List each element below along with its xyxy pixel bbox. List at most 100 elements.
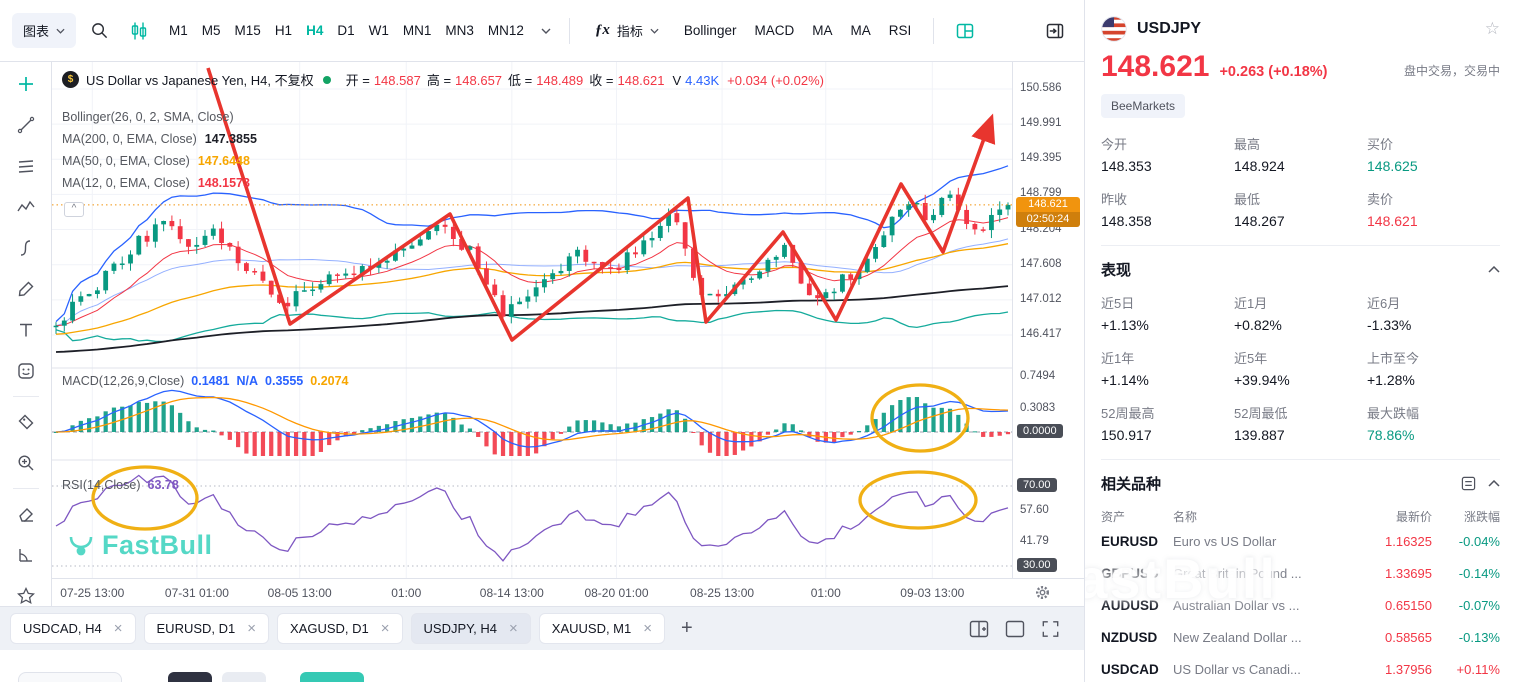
partial-button <box>168 672 212 682</box>
search-button[interactable] <box>82 14 116 48</box>
indicator-button-ma-2[interactable]: MA <box>812 23 833 38</box>
favorite-star-icon[interactable]: ☆ <box>1484 19 1500 38</box>
macd-legend-label: MACD(12,26,9,Close) <box>62 374 185 388</box>
pitchfork-tool[interactable] <box>15 238 37 258</box>
chart-tab-xagusd[interactable]: XAGUSD, D1 × <box>277 613 403 644</box>
tab-label: EURUSD, D1 <box>156 621 236 636</box>
time-axis-label: 07-31 01:00 <box>164 586 229 600</box>
indicator-button-rsi[interactable]: RSI <box>888 23 912 38</box>
favorites-tool[interactable] <box>15 586 37 606</box>
chart-tabs: USDCAD, H4 × EURUSD, D1 × XAGUSD, D1 × USDJPY,… <box>10 613 666 644</box>
tab-label: USDCAD, H4 <box>23 621 102 636</box>
legend-collapse-button[interactable]: ^ <box>64 202 84 217</box>
tab-close-icon[interactable]: × <box>643 619 653 637</box>
indicator-button-bollinger[interactable]: Bollinger <box>683 23 737 38</box>
chart-tab-eurusd[interactable]: EURUSD, D1 × <box>143 613 270 644</box>
performance-header: 表现 <box>1101 259 1500 280</box>
chart-settings-button[interactable] <box>1034 584 1051 601</box>
timeframe-mn3[interactable]: MN3 <box>445 23 474 38</box>
time-axis[interactable]: 07-25 13:00 07-31 01:00 08-05 13:00 01:00 08… <box>52 578 1084 606</box>
related-row-nzdusd[interactable]: NZDUSD New Zealand Dollar ... 0.58565 -0.13… <box>1101 629 1500 645</box>
chart-area[interactable]: $ US Dollar vs Japanese Yen, H4, 不复权 开 =… <box>52 62 1084 606</box>
tab-close-icon[interactable]: × <box>380 619 390 637</box>
performance-grid: 近5日 +1.13% 近1月 +0.82% 近6月 -1.33% 近1年 +1.14% 近5年 +… <box>1101 293 1500 443</box>
text-tool[interactable] <box>15 320 37 340</box>
timeframe-mn12[interactable]: MN12 <box>487 23 524 38</box>
timeframe-m5[interactable]: M5 <box>201 23 221 38</box>
indicator-button-macd[interactable]: MACD <box>754 23 795 38</box>
partial-button <box>18 672 122 682</box>
fx-icon: ƒx <box>594 22 610 38</box>
candlestick-icon <box>131 22 147 39</box>
related-col-名称: 名称 <box>1173 510 1198 524</box>
chart-tab-usdcad[interactable]: USDCAD, H4 × <box>10 613 136 644</box>
macd-legend: MACD(12,26,9,Close) 0.1481 N/A 0.3555 0.207… <box>62 374 356 388</box>
quote-board-icon[interactable] <box>1461 476 1476 491</box>
chevron-up-icon[interactable] <box>1488 266 1500 273</box>
tab-close-icon[interactable]: × <box>509 619 518 637</box>
price-tag-tool[interactable] <box>15 412 37 432</box>
related-table: EURUSD Euro vs US Dollar 1.16325 -0.04% GBPU… <box>1101 525 1500 682</box>
price-axis[interactable]: 150.586 149.991 149.395 148.799 148.204 147.6… <box>1012 62 1084 578</box>
chart-tab-xauusd[interactable]: XAUUSD, M1 × <box>538 613 666 644</box>
zoom-in-tool[interactable] <box>15 453 37 473</box>
toolbar-divider <box>933 17 935 44</box>
perf-近6月: 近6月 -1.33% <box>1367 296 1412 333</box>
tab-label: XAGUSD, D1 <box>290 621 369 636</box>
trend-line-tool[interactable] <box>15 115 37 135</box>
timeframe-w1[interactable]: W1 <box>368 23 389 38</box>
chevron-up-icon[interactable] <box>1488 480 1500 487</box>
pattern-tool[interactable] <box>15 197 37 217</box>
tabsbar-right-icons <box>969 620 1074 638</box>
price-chart[interactable] <box>52 62 1012 578</box>
time-axis-label: 08-05 13:00 <box>267 586 332 600</box>
axis-tick: 147.608 <box>1020 257 1062 270</box>
perf-近1年: 近1年 +1.14% <box>1101 351 1149 388</box>
timeframe-m1[interactable]: M1 <box>169 23 188 38</box>
related-row-eurusd[interactable]: EURUSD Euro vs US Dollar 1.16325 -0.04% <box>1101 533 1500 549</box>
eraser-tool[interactable] <box>15 504 37 524</box>
crosshair-plus-tool[interactable] <box>15 74 37 94</box>
layout-template-button[interactable] <box>948 14 982 48</box>
overlay-legend: MA(50, 0, EMA, Close) 147.6448 <box>62 154 250 168</box>
measure-tool[interactable] <box>15 545 37 565</box>
tab-close-icon[interactable]: × <box>247 619 257 637</box>
perf-52周最低: 52周最低 139.887 <box>1234 406 1288 443</box>
perf-近1月: 近1月 +0.82% <box>1234 296 1282 333</box>
timeframe-group: M1 M5 M15 H1 H4 D1 W1 MN1 MN3 MN12 <box>162 16 531 45</box>
chart-menu-button[interactable]: 图表 <box>12 13 77 48</box>
timeframe-h1[interactable]: H1 <box>274 23 293 38</box>
chart-menu-label: 图表 <box>23 24 50 39</box>
brush-tool[interactable] <box>15 279 37 299</box>
timeframe-h4[interactable]: H4 <box>306 23 324 38</box>
toolbar-divider <box>12 396 39 398</box>
timeframe-mn1[interactable]: MN1 <box>402 23 432 38</box>
tab-close-icon[interactable]: × <box>113 619 123 637</box>
emoji-tool[interactable] <box>15 361 37 381</box>
fullscreen-icon[interactable] <box>1041 620 1060 638</box>
broker-badge[interactable]: BeeMarkets <box>1101 94 1186 118</box>
maximize-icon[interactable] <box>1005 620 1025 638</box>
toggle-right-panel-button[interactable] <box>1038 14 1072 48</box>
parallel-lines-tool[interactable] <box>15 156 37 176</box>
chevron-down-icon <box>650 28 659 34</box>
timeframe-dropdown[interactable] <box>537 28 555 34</box>
chart-type-button[interactable] <box>122 14 156 48</box>
last-price: 148.621 <box>1101 50 1210 83</box>
related-row-audusd[interactable]: AUDUSD Australian Dollar vs ... 0.65150 -0.… <box>1101 597 1500 613</box>
tab-label: XAUUSD, M1 <box>551 621 632 636</box>
time-axis-label: 01:00 <box>810 586 841 600</box>
timeframe-m15[interactable]: M15 <box>234 23 261 38</box>
stat-买价: 买价 148.625 <box>1367 137 1418 174</box>
related-row-usdcad[interactable]: USDCAD US Dollar vs Canadi... 1.37956 +0.11… <box>1101 661 1500 677</box>
indicator-button-ma-3[interactable]: MA <box>850 23 871 38</box>
partial-button <box>222 672 266 682</box>
add-chart-tab-button[interactable]: + <box>681 617 693 639</box>
indicators-button[interactable]: ƒx 指标 <box>584 13 670 48</box>
rsi-legend-label: RSI(14,Close) <box>62 478 141 492</box>
grid-layout-icon[interactable] <box>969 620 989 638</box>
chart-tab-usdjpy[interactable]: USDJPY, H4 × <box>410 613 531 644</box>
timeframe-d1[interactable]: D1 <box>337 23 355 38</box>
toolbar-divider <box>12 488 39 489</box>
related-row-gbpusd[interactable]: GBPUSD Great Britain Pound ... 1.33695 -0.1… <box>1101 565 1500 581</box>
